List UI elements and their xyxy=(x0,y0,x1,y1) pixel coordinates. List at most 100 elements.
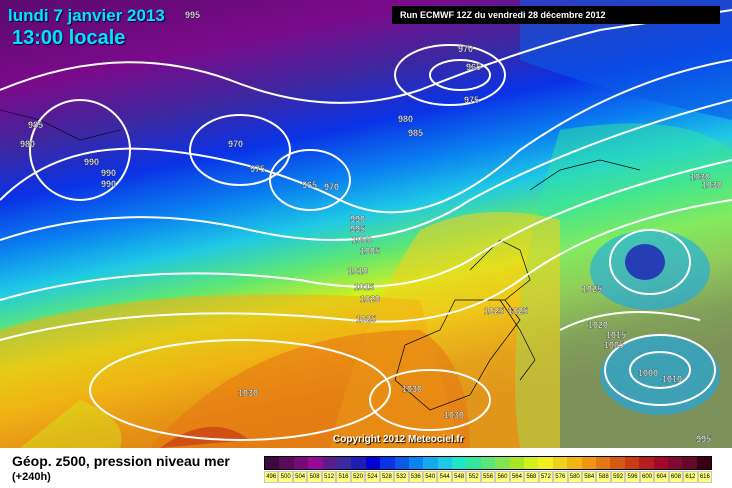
legend-swatch xyxy=(437,457,453,469)
legend-swatch xyxy=(308,457,323,469)
pressure-label: 980 xyxy=(398,114,413,124)
legend-tick-label: 552 xyxy=(466,471,481,483)
legend-swatch xyxy=(639,457,654,469)
legend-tick-label: 496 xyxy=(264,471,279,483)
legend-tick-label: 508 xyxy=(307,471,322,483)
legend-swatch xyxy=(365,457,381,469)
legend-tick-label: 540 xyxy=(422,471,438,483)
legend-swatch xyxy=(610,457,625,469)
legend-swatch xyxy=(653,457,668,469)
forecast-hour: (+240h) xyxy=(12,471,51,483)
pressure-label: 980 xyxy=(20,139,35,149)
footer: Géop. z500, pression niveau mer (+240h) … xyxy=(0,448,732,488)
legend-tick-label: 516 xyxy=(336,471,351,483)
legend-tick-label: 528 xyxy=(379,471,395,483)
legend-swatch xyxy=(696,457,712,469)
legend-swatch xyxy=(538,457,553,469)
legend-tick-label: 568 xyxy=(524,471,539,483)
legend-swatch xyxy=(408,457,424,469)
legend-tick-label: 536 xyxy=(408,471,423,483)
pressure-label: 1015 xyxy=(606,330,626,340)
pressure-label: 1005 xyxy=(604,340,624,350)
pressure-label: 985 xyxy=(408,128,423,138)
legend-tick-label: 580 xyxy=(567,471,582,483)
legend-swatch xyxy=(279,457,294,469)
legend-tick-label: 560 xyxy=(495,471,510,483)
legend-swatch xyxy=(509,457,525,469)
legend-swatch xyxy=(567,457,582,469)
legend-tick-labels: 496 500 504 508 512 516 520 524 528 532 536 540 544 5… xyxy=(264,471,713,483)
legend-swatch xyxy=(336,457,352,469)
pressure-label: 990 xyxy=(350,214,365,224)
legend-tick-label: 572 xyxy=(538,471,554,483)
legend-tick-label: 532 xyxy=(394,471,409,483)
legend-tick-label: 608 xyxy=(668,471,684,483)
pressure-label: 1005 xyxy=(360,246,380,256)
legend-swatch xyxy=(394,457,409,469)
legend-swatch xyxy=(452,457,467,469)
pressure-label: 1025 xyxy=(484,306,504,316)
pressure-label: 1030 xyxy=(690,172,710,182)
pressure-label: 995 xyxy=(350,224,365,234)
weather-map: 9959709659759859809909909909759709659709… xyxy=(0,0,732,448)
pressure-label: 970 xyxy=(228,139,243,149)
pressure-label: 965 xyxy=(302,180,317,190)
pressure-label: 990 xyxy=(101,168,116,178)
legend-swatch xyxy=(351,457,366,469)
legend-tick-label: 584 xyxy=(581,471,597,483)
legend-tick-label: 604 xyxy=(654,471,669,483)
pressure-label: 1010 xyxy=(662,374,682,384)
legend-swatch xyxy=(581,457,596,469)
legend-swatch xyxy=(265,457,280,469)
legend-swatch xyxy=(380,457,395,469)
pressure-label: 1000 xyxy=(352,235,372,245)
pressure-label: 995 xyxy=(185,10,200,20)
legend-color-bar xyxy=(264,456,712,470)
legend-tick-label: 500 xyxy=(278,471,293,483)
legend-swatch xyxy=(552,457,568,469)
pressure-label: 1020 xyxy=(588,320,608,330)
pressure-label: 1025 xyxy=(508,306,528,316)
legend-swatch xyxy=(495,457,510,469)
copyright-notice: Copyright 2012 Meteociel.fr xyxy=(333,434,464,445)
pressure-label: 1025 xyxy=(356,314,376,324)
pressure-label: 1010 xyxy=(348,266,368,276)
forecast-time: 13:00 locale xyxy=(12,27,126,49)
legend-tick-label: 600 xyxy=(639,471,655,483)
legend-tick-label: 548 xyxy=(451,471,467,483)
color-legend: 496 500 504 508 512 516 520 524 528 532 536 540 544 5… xyxy=(264,456,713,484)
legend-swatch xyxy=(624,457,640,469)
legend-swatch xyxy=(466,457,481,469)
pressure-label: 1000 xyxy=(638,368,658,378)
legend-tick-label: 596 xyxy=(625,471,640,483)
legend-swatch xyxy=(595,457,611,469)
run-banner: Run ECMWF 12Z du vendredi 28 décembre 20… xyxy=(392,6,720,24)
legend-tick-label: 612 xyxy=(683,471,698,483)
pressure-label: 975 xyxy=(464,95,479,105)
pressure-label: 1030 xyxy=(238,388,258,398)
legend-swatch xyxy=(667,457,683,469)
pressure-label: 990 xyxy=(84,157,99,167)
legend-tick-label: 520 xyxy=(350,471,366,483)
pressure-label: 1015 xyxy=(354,282,374,292)
legend-swatch xyxy=(322,457,337,469)
pressure-label: 995 xyxy=(696,434,711,444)
legend-tick-label: 512 xyxy=(321,471,337,483)
legend-swatch xyxy=(524,457,539,469)
legend-tick-label: 616 xyxy=(697,471,713,483)
forecast-date: lundi 7 janvier 2013 xyxy=(8,6,165,25)
legend-swatch xyxy=(423,457,438,469)
pressure-label: 1030 xyxy=(702,180,722,190)
legend-tick-label: 576 xyxy=(553,471,568,483)
legend-tick-label: 556 xyxy=(480,471,496,483)
pressure-label: 1020 xyxy=(360,294,380,304)
legend-tick-label: 524 xyxy=(365,471,380,483)
legend-swatch xyxy=(682,457,697,469)
pressure-label: 990 xyxy=(101,179,116,189)
legend-tick-label: 544 xyxy=(437,471,452,483)
pressure-label: 970 xyxy=(458,44,473,54)
legend-tick-label: 504 xyxy=(292,471,308,483)
legend-tick-label: 592 xyxy=(610,471,626,483)
pressure-label: 1030 xyxy=(444,410,464,420)
legend-tick-label: 588 xyxy=(596,471,611,483)
